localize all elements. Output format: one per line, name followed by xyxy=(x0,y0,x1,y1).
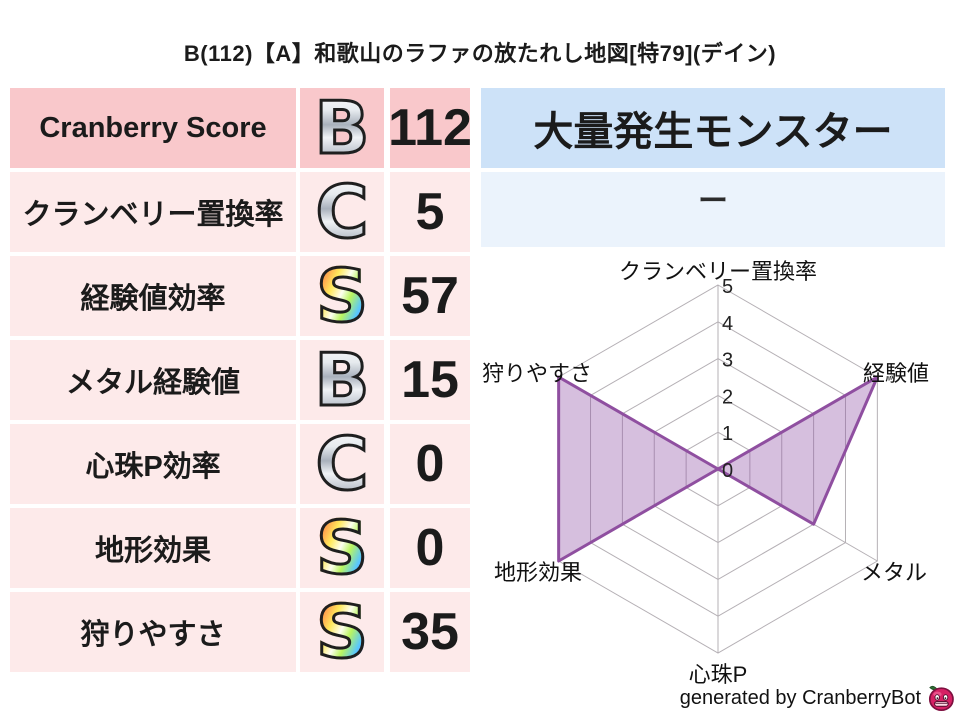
stat-label: 心珠P効率 xyxy=(10,424,296,504)
svg-text:1: 1 xyxy=(722,423,733,445)
rank-letter-icon: S xyxy=(315,254,370,338)
stat-value: 35 xyxy=(390,592,470,672)
stat-value: 0 xyxy=(390,424,470,504)
stat-label: 経験値効率 xyxy=(10,256,296,336)
stat-label: クランベリー置換率 xyxy=(10,172,296,252)
outbreak-monster-value: ー xyxy=(698,185,728,218)
rank-cell: B xyxy=(300,86,384,170)
stat-label: Cranberry Score xyxy=(10,88,296,168)
rank-cell: B xyxy=(300,338,384,422)
stat-value: 5 xyxy=(390,172,470,252)
cranberrybot-icon xyxy=(928,685,954,712)
radar-axis-label: メタル xyxy=(861,560,928,585)
table-row: クランベリー置換率 C 5 xyxy=(0,170,480,254)
page-title: B(112)【A】和歌山のラファの放たれし地図[特79](デイン) xyxy=(183,41,777,66)
svg-text:3: 3 xyxy=(722,350,733,372)
svg-text:0: 0 xyxy=(722,460,733,482)
rank-letter-icon: S xyxy=(315,506,370,590)
stat-value: 57 xyxy=(390,256,470,336)
radar-axis-label: 経験値 xyxy=(863,361,930,386)
radar-axis-label: 狩りやすさ xyxy=(482,361,593,386)
footer-credit-text: generated by CranberryBot xyxy=(679,686,921,709)
radar-chart: 0 1 2 3 4 5 xyxy=(557,276,879,654)
outbreak-monster-header: 大量発生モンスター xyxy=(481,88,945,168)
svg-text:2: 2 xyxy=(722,386,733,408)
rank-cell: S xyxy=(300,254,384,338)
table-row: メタル経験値 B 15 xyxy=(0,338,480,422)
table-row: 心珠P効率 C 0 xyxy=(0,422,480,506)
rank-cell: C xyxy=(300,422,384,506)
outbreak-monster-panel: ー xyxy=(481,172,945,247)
stat-label: 狩りやすさ xyxy=(10,592,296,672)
footer-credit: generated by CranberryBot xyxy=(560,683,956,713)
stat-label: 地形効果 xyxy=(10,508,296,588)
stat-value: 15 xyxy=(390,340,470,420)
svg-text:5: 5 xyxy=(722,276,733,298)
table-row: Cranberry Score B 112 xyxy=(0,86,480,170)
rank-cell: S xyxy=(300,590,384,674)
svg-text:4: 4 xyxy=(722,313,733,335)
rank-letter-icon: B xyxy=(313,338,371,422)
radar-axis-label: 心珠P xyxy=(688,662,748,687)
radar-axis-label: 地形効果 xyxy=(494,560,583,585)
stat-label: メタル経験値 xyxy=(10,340,296,420)
stat-value: 112 xyxy=(388,88,472,168)
stat-value: 0 xyxy=(390,508,470,588)
radar-axis-label: クランベリー置換率 xyxy=(618,259,817,284)
rank-letter-icon: C xyxy=(314,170,370,254)
rank-cell: S xyxy=(300,506,384,590)
table-row: 地形効果 S 0 xyxy=(0,506,480,590)
rank-letter-icon: C xyxy=(314,422,370,506)
rank-cell: C xyxy=(300,170,384,254)
table-row: 経験値効率 S 57 xyxy=(0,254,480,338)
table-row: 狩りやすさ S 35 xyxy=(0,590,480,674)
rank-letter-icon: S xyxy=(315,590,370,674)
rank-letter-icon: B xyxy=(313,86,371,170)
